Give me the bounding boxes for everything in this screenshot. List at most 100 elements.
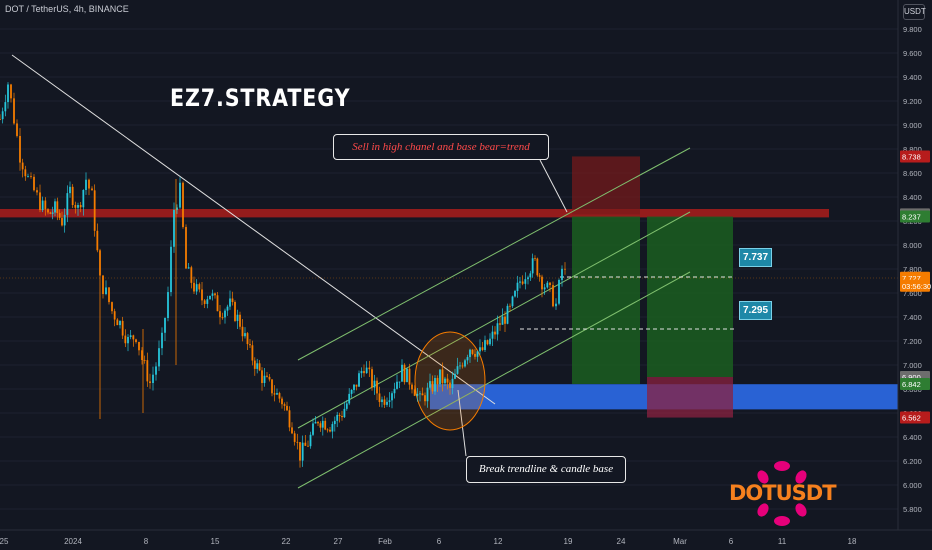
candle-body xyxy=(393,388,396,394)
price-label-bg xyxy=(900,377,930,390)
candle-body xyxy=(345,403,348,409)
candle-body xyxy=(451,378,454,388)
channel-upper xyxy=(297,147,691,361)
zone-stop-2 xyxy=(647,377,733,418)
candle-body xyxy=(58,213,61,218)
candle-body xyxy=(288,410,291,428)
candle-body xyxy=(543,287,546,290)
candle-body xyxy=(486,340,489,345)
price-label: 8.738 xyxy=(902,152,921,161)
pointer-break xyxy=(457,389,467,457)
zones xyxy=(0,156,898,418)
candle-body xyxy=(491,331,494,339)
candle-body xyxy=(446,378,449,383)
candle-body xyxy=(439,369,441,385)
currency-button[interactable]: USDT xyxy=(903,4,926,20)
price-label: 8.237 xyxy=(902,213,921,222)
candle-body xyxy=(201,289,203,301)
candle-body xyxy=(396,381,398,389)
candle-body xyxy=(376,380,378,394)
candle-body xyxy=(10,84,12,99)
y-tick-label: 8.800 xyxy=(903,145,922,154)
candle-body xyxy=(231,298,234,303)
candle-body xyxy=(350,389,353,394)
candle-body xyxy=(466,357,469,361)
candle-body xyxy=(474,353,476,357)
candle-body xyxy=(0,119,1,120)
y-tick-label: 6.400 xyxy=(903,433,922,442)
candle-body xyxy=(214,293,216,296)
candle-body xyxy=(411,384,413,390)
candle-body xyxy=(273,393,276,395)
symbol-header: DOT / TetherUS, 4h, BINANCE xyxy=(5,4,129,14)
candle-body xyxy=(358,373,360,387)
candle-body xyxy=(338,414,341,416)
candle-body xyxy=(381,399,383,403)
candle-body xyxy=(391,393,393,401)
candle-body xyxy=(499,323,501,325)
candle-body xyxy=(524,279,527,284)
candle-body xyxy=(241,326,244,337)
zone-stop-box xyxy=(572,156,640,215)
candle-body xyxy=(561,268,563,280)
candle-body xyxy=(296,441,299,443)
y-tick-label: 7.800 xyxy=(903,265,922,274)
candle-body xyxy=(386,401,388,405)
candle-body xyxy=(85,179,87,190)
candle-body xyxy=(419,393,421,395)
candle-body xyxy=(164,318,166,333)
candle-body xyxy=(449,382,451,388)
candle-body xyxy=(307,445,309,447)
y-tick-label: 9.400 xyxy=(903,73,922,82)
candle-body xyxy=(253,360,256,369)
candle-body xyxy=(293,433,296,442)
x-tick-label: Feb xyxy=(378,537,392,546)
candle-body xyxy=(343,408,346,418)
candle-body xyxy=(494,331,496,335)
candle-body xyxy=(30,176,32,177)
candle-body xyxy=(564,268,566,270)
candle-body xyxy=(96,230,99,251)
candle-body xyxy=(193,282,195,292)
candle-body xyxy=(249,344,251,346)
price-label-bg xyxy=(900,279,930,292)
candle-body xyxy=(135,339,137,343)
y-tick-label: 7.000 xyxy=(903,361,922,370)
candle-body xyxy=(66,193,69,215)
candle-body xyxy=(161,332,163,349)
candle-body xyxy=(4,102,7,112)
candle-body xyxy=(132,335,135,340)
candle-body xyxy=(444,378,446,384)
candle-body xyxy=(454,373,456,379)
candle-body xyxy=(519,281,521,283)
candle-body xyxy=(158,348,160,367)
y-tick-label: 7.600 xyxy=(903,289,922,298)
candle-body xyxy=(319,423,322,428)
candle-body xyxy=(261,370,263,384)
candle-body xyxy=(170,246,172,293)
x-tick-label: 24 xyxy=(617,537,626,546)
candle-body xyxy=(63,214,66,226)
y-tick-label: 8.000 xyxy=(903,241,922,250)
price-labels: 8.7388.2558.2377.72703:56:306.9006.8426.… xyxy=(900,150,931,424)
candle-body xyxy=(244,333,246,337)
candle-body xyxy=(278,393,281,399)
candle-body xyxy=(219,311,221,318)
candle-body xyxy=(403,364,406,383)
y-tick-label: 9.000 xyxy=(903,121,922,130)
candle-body xyxy=(552,285,554,307)
candle-body xyxy=(489,338,491,345)
price-label: 6.900 xyxy=(902,373,921,382)
candle-body xyxy=(504,316,506,324)
price-label: 6.842 xyxy=(902,380,921,389)
x-tick-label: Mar xyxy=(673,537,687,546)
x-tick-label: 19 xyxy=(564,537,573,546)
candle-body xyxy=(406,368,408,383)
candle-body xyxy=(116,319,119,326)
candle-body xyxy=(336,414,339,421)
candle-body xyxy=(321,420,324,428)
candle-body xyxy=(56,201,59,214)
candle-body xyxy=(331,424,334,432)
candle-body xyxy=(373,380,376,388)
